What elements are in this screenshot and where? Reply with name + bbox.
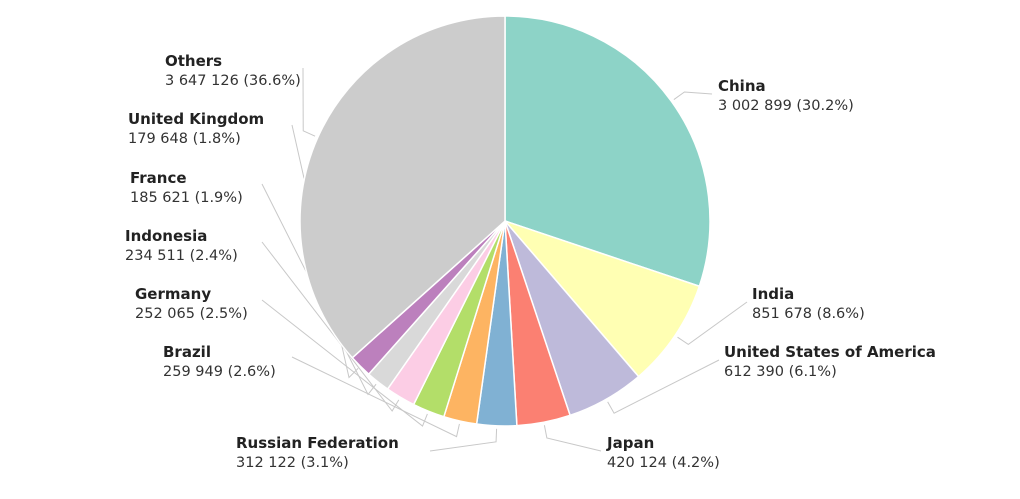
leader-line xyxy=(607,359,720,414)
slice-value: 3 002 899 (30.2%) xyxy=(718,98,854,114)
leader-line xyxy=(261,241,400,412)
label-indonesia: Indonesia 234 511 (2.4%) xyxy=(125,226,238,266)
leader-line xyxy=(291,356,460,438)
slice-value: 179 648 (1.8%) xyxy=(128,131,241,147)
slice-value: 3 647 126 (36.6%) xyxy=(165,73,301,89)
leader-line xyxy=(261,299,428,427)
leader-line xyxy=(429,428,498,452)
slice-name: Russian Federation xyxy=(236,434,399,452)
slice-name: Germany xyxy=(135,285,212,303)
slice-name: United States of America xyxy=(724,343,936,361)
slice-value: 612 390 (6.1%) xyxy=(724,364,837,380)
slice-value: 420 124 (4.2%) xyxy=(607,455,720,471)
slice-value: 234 511 (2.4%) xyxy=(125,248,238,264)
leader-line xyxy=(543,425,602,452)
slice-name: United Kingdom xyxy=(128,110,265,128)
slice-value: 851 678 (8.6%) xyxy=(752,306,865,322)
slice-name: India xyxy=(752,285,795,303)
label-japan: Japan 420 124 (4.2%) xyxy=(607,433,720,473)
label-others: Others 3 647 126 (36.6%) xyxy=(165,51,301,91)
slice-value: 252 065 (2.5%) xyxy=(135,306,248,322)
slice-name: China xyxy=(718,77,766,95)
slice-value: 185 621 (1.9%) xyxy=(130,190,243,206)
leader-line xyxy=(677,301,748,346)
leader-line xyxy=(673,91,713,100)
label-india: India 851 678 (8.6%) xyxy=(752,284,865,324)
label-russia: Russian Federation 312 122 (3.1%) xyxy=(236,433,399,473)
leader-line xyxy=(261,183,377,396)
pie-slice-india xyxy=(502,219,701,378)
slice-value: 312 122 (3.1%) xyxy=(236,455,349,471)
slice-name: Indonesia xyxy=(125,227,208,245)
slice-name: Brazil xyxy=(163,343,211,361)
leader-line xyxy=(302,67,316,137)
pie-slice-china xyxy=(504,15,711,288)
label-brazil: Brazil 259 949 (2.6%) xyxy=(163,342,276,382)
slice-name: Others xyxy=(165,52,223,70)
slice-value: 259 949 (2.6%) xyxy=(163,364,276,380)
label-germany: Germany 252 065 (2.5%) xyxy=(135,284,248,324)
label-usa: United States of America 612 390 (6.1%) xyxy=(724,342,936,382)
slice-name: Japan xyxy=(607,434,655,452)
label-china: China 3 002 899 (30.2%) xyxy=(718,76,854,116)
slice-name: France xyxy=(130,169,187,187)
pie-slice-others xyxy=(299,15,506,359)
label-uk: United Kingdom 179 648 (1.8%) xyxy=(128,109,264,149)
label-france: France 185 621 (1.9%) xyxy=(130,168,243,208)
